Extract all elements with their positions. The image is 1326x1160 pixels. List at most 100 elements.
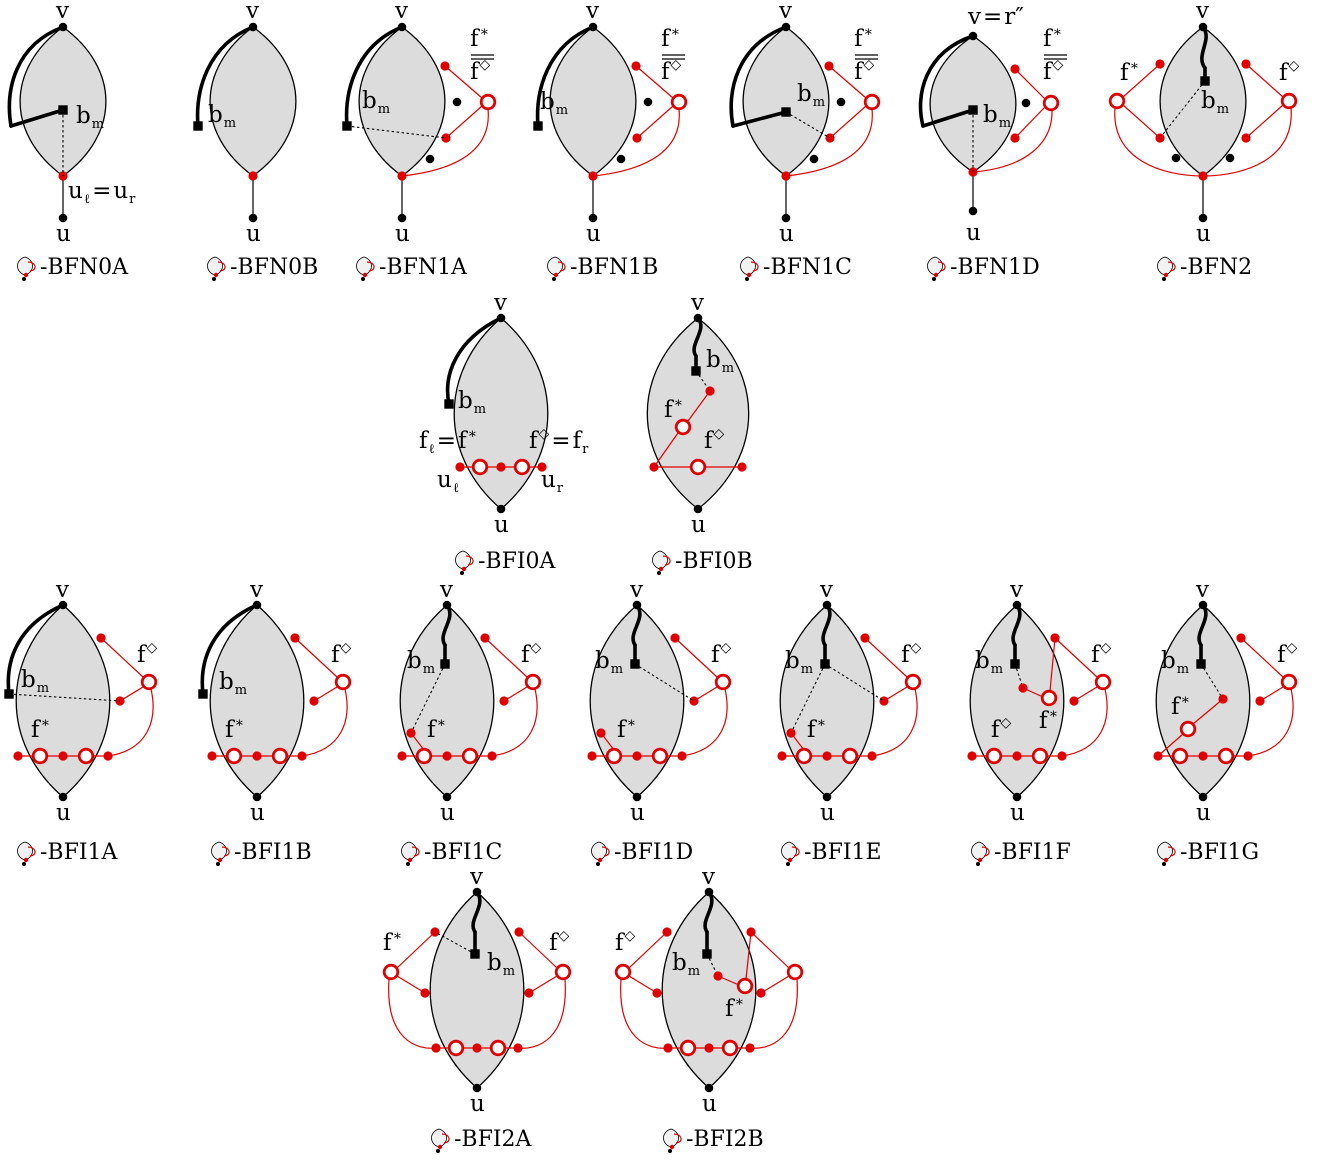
icon-edge xyxy=(27,261,36,272)
face-vertex xyxy=(1179,720,1197,738)
black-vertex xyxy=(472,1083,482,1093)
subscript-ell: ℓ xyxy=(429,442,435,457)
superscript-star: ∗ xyxy=(480,24,490,40)
icon-vertex xyxy=(407,857,413,863)
red-edge xyxy=(301,688,348,757)
red-vertex xyxy=(248,171,258,181)
configuration-bfi1f: vuf◇bmf∗f◇-BFI1F xyxy=(967,577,1112,866)
red-edge xyxy=(785,108,873,177)
icon-vertex xyxy=(436,1149,440,1153)
face-vertex xyxy=(1040,689,1058,707)
superscript-diamond: ◇ xyxy=(1101,640,1112,656)
red-edge xyxy=(972,109,1053,173)
face-region xyxy=(779,604,875,798)
superscript-star: ∗ xyxy=(1181,692,1191,708)
icon-vertex xyxy=(361,277,365,281)
bold-path xyxy=(200,603,259,696)
label-f-diamond: f◇ xyxy=(854,57,875,85)
face-vertex xyxy=(714,673,732,691)
red-edge xyxy=(107,688,154,757)
black-vertex xyxy=(1225,153,1235,163)
red-vertex xyxy=(442,751,452,761)
label-f-star: f∗ xyxy=(383,928,402,956)
face-vertex xyxy=(31,747,49,765)
configuration-bfn2: v u bm f∗ f◇ -BFN2 xyxy=(1108,0,1300,281)
subscript-m: m xyxy=(235,683,247,698)
icon-edge xyxy=(366,261,375,272)
vertex-label-u: u xyxy=(56,221,71,247)
bold-path xyxy=(7,25,65,128)
label-b-m: bm xyxy=(983,102,1011,131)
bold-path xyxy=(821,603,832,647)
face-region xyxy=(646,317,750,510)
face-region xyxy=(399,604,495,798)
red-vertex xyxy=(967,751,977,761)
subscript-m: m xyxy=(474,402,486,417)
subscript-m: m xyxy=(801,662,813,677)
vertex-label-u: u xyxy=(586,221,601,247)
configuration-caption: -BFN1A xyxy=(379,255,468,280)
red-vertex xyxy=(397,751,407,761)
vertex-label-u: u xyxy=(440,800,455,826)
icon-edge xyxy=(662,555,671,566)
vertex-label-u: u xyxy=(494,512,509,538)
face-vertex xyxy=(415,747,433,765)
icon-edge xyxy=(27,846,36,857)
red-edge xyxy=(1245,63,1284,98)
red-edge xyxy=(760,975,790,994)
dotted-link xyxy=(1159,80,1206,139)
subscript-m: m xyxy=(556,103,568,118)
subscript-r: r xyxy=(582,442,589,457)
label-f-diamond: f◇ xyxy=(1277,640,1298,668)
icon-vertex xyxy=(22,862,26,866)
label-f-diamond: f◇ xyxy=(711,640,732,668)
superscript-star: ∗ xyxy=(1053,24,1063,40)
dotted-link xyxy=(8,693,121,702)
subscript-m: m xyxy=(37,681,49,696)
label-b-m: bm xyxy=(1161,648,1189,677)
bond-configuration-icon xyxy=(740,256,759,281)
red-edge xyxy=(600,732,615,751)
vertex-label-v: v xyxy=(249,577,263,603)
red-edge xyxy=(396,975,426,994)
red-vertex xyxy=(587,751,597,761)
face-vertex xyxy=(721,1039,739,1057)
bond-square xyxy=(444,399,454,409)
configuration-caption: -BFN1D xyxy=(950,255,1040,280)
vertex-label-u: u xyxy=(820,800,835,826)
face-vertex xyxy=(271,747,289,765)
face-region xyxy=(589,604,685,798)
red-vertex xyxy=(649,462,659,472)
red-edge xyxy=(1122,104,1161,139)
bold-path xyxy=(1197,603,1208,647)
vertex-label-v: v xyxy=(819,577,833,603)
red-edge xyxy=(1245,104,1284,139)
bond-square xyxy=(58,105,68,115)
icon-edge xyxy=(981,846,990,857)
red-vertex xyxy=(496,462,506,472)
bold-path xyxy=(6,603,65,696)
configuration-caption: -BFN0A xyxy=(40,255,129,280)
red-vertex xyxy=(252,751,262,761)
vertex-label-u: u xyxy=(779,221,794,247)
face-vertex xyxy=(689,458,707,476)
red-vertex xyxy=(737,462,747,472)
superscript-star: ∗ xyxy=(671,24,681,40)
red-edge xyxy=(313,686,338,702)
label-u-ell-eq-u-r: uℓ=ur xyxy=(68,178,136,207)
red-edge xyxy=(674,637,718,678)
icon-edge xyxy=(217,261,226,272)
vertex-label-u: u xyxy=(56,800,71,826)
vertex-label-v: v xyxy=(690,290,704,316)
black-vertex xyxy=(643,97,653,107)
bold-path xyxy=(441,603,452,647)
icon-vertex xyxy=(786,862,790,866)
label-f-diamond: f◇ xyxy=(1043,57,1064,85)
icon-vertex xyxy=(552,277,556,281)
red-edge xyxy=(745,931,752,980)
face-vertex xyxy=(1108,92,1126,110)
dotted-link xyxy=(785,111,831,139)
